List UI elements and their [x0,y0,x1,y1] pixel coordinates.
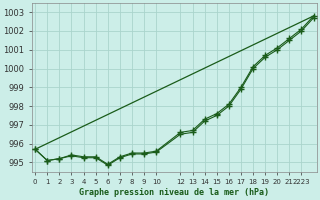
X-axis label: Graphe pression niveau de la mer (hPa): Graphe pression niveau de la mer (hPa) [79,188,269,197]
